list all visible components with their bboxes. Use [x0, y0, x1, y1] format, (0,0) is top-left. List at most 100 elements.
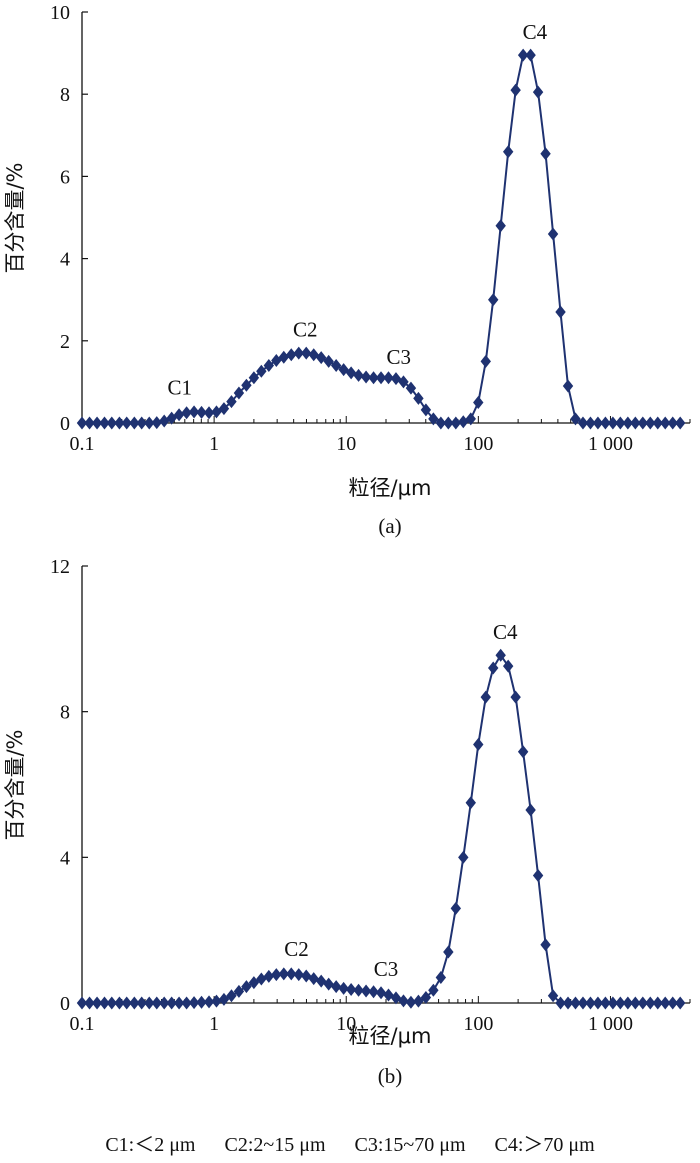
- panel-a-data-point: [517, 48, 529, 62]
- panel-a-data-point: [106, 416, 117, 430]
- panel-a-data-point: [330, 358, 342, 372]
- panel-b-y-tick-label: 0: [60, 993, 70, 1015]
- panel-b-data-point: [144, 996, 155, 1010]
- panel-b-data-point: [615, 996, 626, 1010]
- panel-b-x-tick-label: 1 000: [588, 1013, 633, 1035]
- panel-b-data-point: [622, 996, 634, 1010]
- panel-a-data-point: [114, 416, 125, 430]
- panel-b-data-point: [465, 796, 476, 810]
- panel-a-data-point: [465, 412, 476, 426]
- panel-a-data-point: [368, 371, 379, 385]
- panel-a-data-point: [585, 416, 596, 430]
- panel-b-data-point: [301, 969, 312, 983]
- panel-a-data-point: [488, 293, 499, 307]
- panel-a-data-point: [675, 416, 686, 430]
- panel-b-data-point: [196, 995, 207, 1009]
- panel-b-data-point: [570, 996, 581, 1010]
- panel-b-data-point: [286, 967, 297, 981]
- panel-a-data-point: [226, 395, 237, 409]
- panel-a-y-tick-label: 10: [50, 2, 70, 24]
- panel-a-data-point: [203, 406, 215, 420]
- panel-a-data-point: [405, 381, 417, 395]
- panel-a-y-tick-label: 8: [60, 84, 70, 106]
- panel-b-data-point: [91, 996, 103, 1010]
- panel-a-data-point: [510, 83, 521, 97]
- panel-b-data-point: [151, 996, 162, 1010]
- panel-b-data-point: [278, 967, 289, 981]
- panel-b-data-point: [443, 945, 454, 959]
- panel-b-data-point: [577, 996, 589, 1010]
- panel-b-chart: (b) 粒径/μm 百分含量/% 0 4 8 12 0.1 1 10 100 1 000 C2 C3…: [3, 556, 691, 1088]
- panel-a-data-point: [413, 391, 424, 405]
- panel-b-data-point: [630, 996, 641, 1010]
- panel-b-data-point: [308, 972, 319, 986]
- panel-b-data-point: [173, 996, 185, 1010]
- panel-a-data-point: [428, 412, 439, 426]
- panel-b-x-tick-label: 10: [336, 1013, 356, 1035]
- panel-b-data-point: [99, 996, 110, 1010]
- panel-a-data-point: [660, 416, 671, 430]
- panel-a-y-tick-label: 0: [60, 413, 70, 435]
- panel-a-data-point: [353, 368, 364, 382]
- panel-b-y-tick-label: 8: [60, 702, 70, 724]
- panel-b-series-line: [82, 653, 681, 1004]
- panel-a-data-point: [278, 350, 289, 364]
- panel-a-y-tick-label: 6: [60, 166, 70, 188]
- panel-a-data-point: [398, 375, 409, 389]
- panel-a-data-point: [151, 416, 162, 430]
- panel-a-data-point: [637, 416, 648, 430]
- panel-a-data-point: [218, 402, 230, 416]
- panel-a-data-point: [450, 416, 462, 430]
- panel-b-annotation-c4: C4: [493, 620, 518, 644]
- panel-b-data-point: [675, 996, 686, 1010]
- panel-a-data-point: [645, 416, 656, 430]
- panel-b-data-point: [473, 737, 484, 751]
- panel-a-data-point: [99, 416, 110, 430]
- panel-a-data-point: [480, 354, 491, 368]
- panel-a-data-point: [375, 371, 387, 385]
- panel-b-data-point: [405, 995, 417, 1009]
- panel-b-data-point: [338, 981, 349, 995]
- panel-b-data-point: [637, 996, 648, 1010]
- panel-b-data-point: [525, 803, 536, 817]
- panel-b-x-tick-label: 100: [463, 1013, 493, 1035]
- panel-b-data-point: [368, 985, 379, 999]
- panel-a-data-point: [443, 416, 454, 430]
- panel-a-data-point: [555, 305, 566, 319]
- panel-b-y-tick-label: 4: [60, 847, 70, 869]
- panel-b-data-point: [517, 745, 529, 759]
- panel-b-ylabel: 百分含量/%: [3, 729, 27, 840]
- panel-b-data-point: [233, 984, 245, 998]
- panel-b-data-point: [136, 996, 147, 1010]
- panel-b-data-point: [323, 977, 334, 991]
- panel-a-chart: (a) 粒径/μm 百分含量/% 0 2 4 6 8 10 0.1 1 10 100 1 000 C1…: [3, 2, 691, 538]
- panel-b-data-point: [256, 972, 267, 986]
- panel-a-data-point: [129, 416, 140, 430]
- panel-b-data-point: [211, 994, 222, 1008]
- legend-item-c1: C1:＜2 μm: [105, 1134, 196, 1156]
- panel-a-data-point: [435, 416, 447, 430]
- panel-a-data-point: [315, 351, 327, 365]
- panel-a-label: (a): [378, 514, 401, 538]
- panel-b-x-tick-label: 1: [209, 1013, 219, 1035]
- panel-b-data-point: [129, 996, 140, 1010]
- panel-b-annotation-c3: C3: [374, 957, 399, 981]
- panel-a-annotation-c2: C2: [293, 317, 318, 341]
- panel-a-data-point: [84, 416, 95, 430]
- panel-b-data-point: [263, 969, 275, 983]
- panel-b-data-point: [76, 996, 88, 1010]
- panel-b-data-point: [600, 996, 611, 1010]
- panel-a-annotation-c3: C3: [387, 345, 412, 369]
- panel-a-data-point: [652, 416, 663, 430]
- panel-a-data-point: [532, 85, 544, 99]
- panel-a-ylabel: 百分含量/%: [3, 162, 27, 273]
- panel-b-data-point: [532, 869, 544, 883]
- panel-a-xlabel: 粒径/μm: [349, 476, 432, 500]
- panel-b-data-point: [502, 659, 514, 673]
- panel-b-data-point: [562, 996, 574, 1010]
- panel-a-data-point: [188, 405, 200, 419]
- panel-b-data-point: [226, 989, 237, 1003]
- panel-b-annotation-c2: C2: [284, 937, 309, 961]
- panel-b-data-point: [159, 996, 170, 1010]
